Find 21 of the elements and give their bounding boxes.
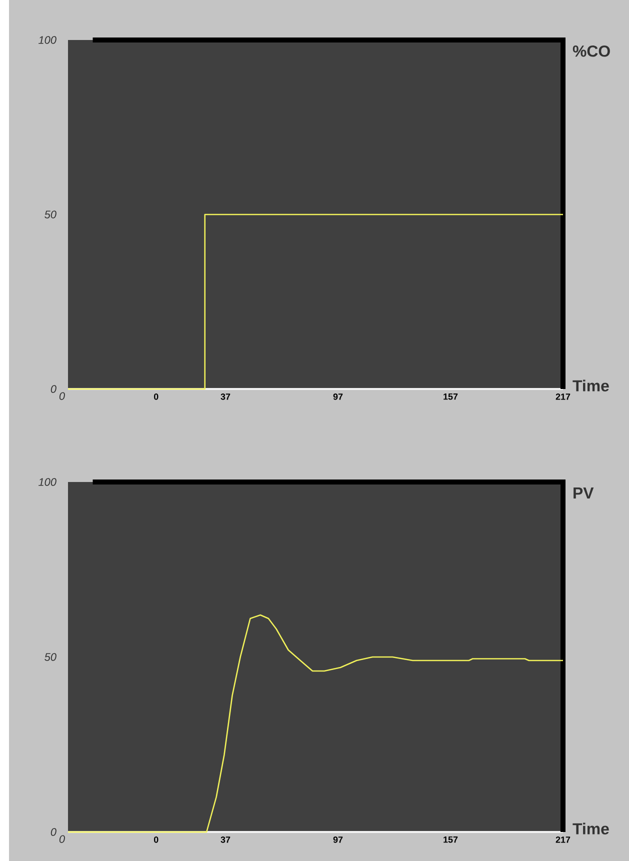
y-axis-title: %CO [572, 46, 610, 57]
y-tick-label: 100 [38, 36, 56, 44]
x-axis-title: Time [572, 822, 609, 834]
x-tick-label: 157 [444, 836, 458, 843]
y-tick-label: 0 [50, 385, 56, 393]
y-tick-label: 50 [44, 210, 56, 218]
x-tick-label: 157 [444, 394, 458, 400]
x-tick-label: 97 [333, 394, 343, 400]
x-tick-label: 0 [154, 836, 158, 843]
y-tick-label: 100 [38, 478, 56, 486]
x-tick-label: 97 [333, 836, 343, 843]
x-tick-label: 37 [220, 394, 230, 400]
y-tick-label: 50 [44, 653, 56, 661]
x-tick-label: 0 [154, 394, 158, 400]
x-tick-label: 37 [220, 836, 230, 843]
y-axis-title: PV [574, 488, 594, 498]
y-tick-label: 0 [50, 828, 56, 836]
x-tick-label: 217 [556, 394, 570, 400]
line-series [67, 614, 564, 833]
x-tick-label: 217 [556, 836, 570, 843]
x-axis-title: Time [572, 380, 609, 392]
